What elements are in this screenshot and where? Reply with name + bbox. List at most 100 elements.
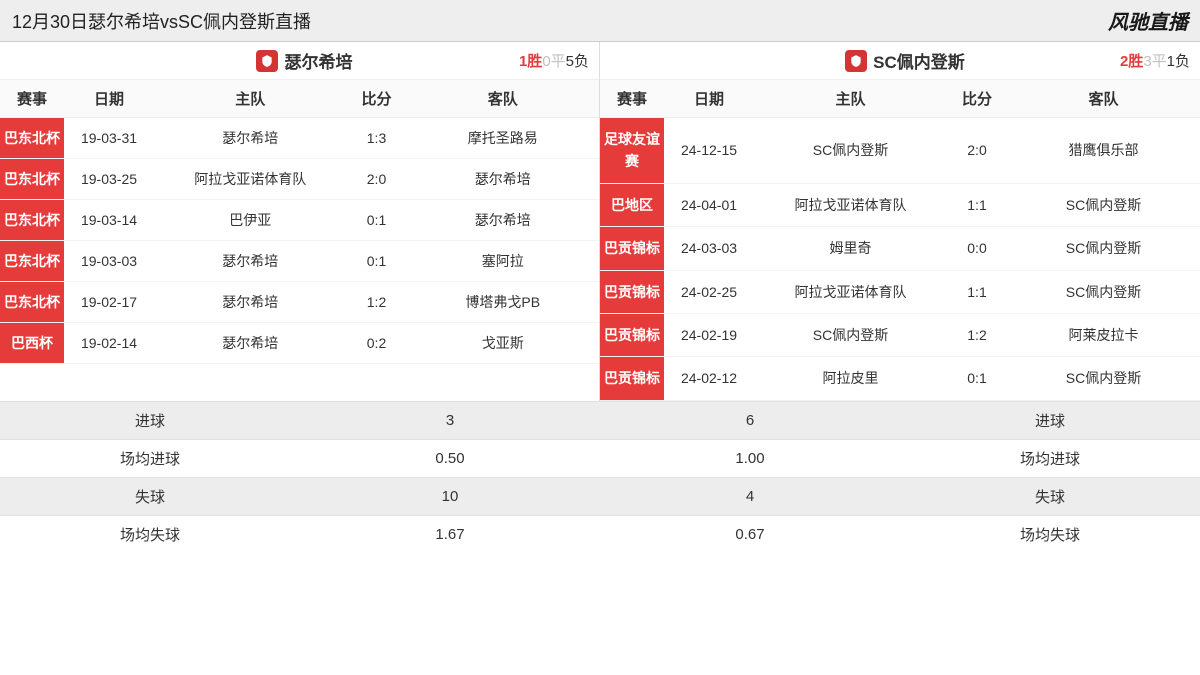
cell-comp: 巴地区: [600, 183, 664, 226]
left-team-name: 瑟尔希培: [90, 48, 519, 73]
stats-right-label: 进球: [900, 401, 1200, 439]
cell-comp: 巴东北杯: [0, 159, 64, 200]
table-row[interactable]: 足球友谊赛 24-12-15 SC佩内登斯 2:0 猎鹰俱乐部: [600, 118, 1200, 184]
cell-comp: 巴贡锦标: [600, 270, 664, 313]
left-team-bar: 瑟尔希培 1胜0平5负: [0, 42, 599, 80]
right-record-loss: 1负: [1167, 53, 1190, 70]
cell-date: 24-12-15: [664, 118, 754, 184]
cell-score: 2:0: [347, 159, 407, 200]
cell-date: 19-03-03: [64, 241, 154, 282]
table-row[interactable]: 巴东北杯 19-03-14 巴伊亚 0:1 瑟尔希培: [0, 200, 599, 241]
col-date: 日期: [64, 80, 154, 118]
cell-home: 巴伊亚: [154, 200, 347, 241]
cell-score: 0:0: [947, 227, 1007, 270]
cell-away: 瑟尔希培: [407, 159, 600, 200]
cell-away: 摩托圣路易: [407, 118, 600, 159]
right-team-name: SC佩内登斯: [690, 48, 1120, 73]
left-record-draw: 0平: [542, 53, 565, 70]
cell-score: 0:2: [347, 323, 407, 364]
table-row[interactable]: 巴贡锦标 24-03-03 姆里奇 0:0 SC佩内登斯: [600, 227, 1200, 270]
cell-home: 瑟尔希培: [154, 241, 347, 282]
table-row[interactable]: 巴西杯 19-02-14 瑟尔希培 0:2 戈亚斯: [0, 323, 599, 364]
main-content: 瑟尔希培 1胜0平5负 赛事 日期 主队 比分 客队 巴东北杯 19-03-31…: [0, 42, 1200, 401]
left-record-loss: 5负: [566, 53, 589, 70]
cell-score: 2:0: [947, 118, 1007, 184]
cell-score: 1:1: [947, 270, 1007, 313]
page-title: 12月30日瑟尔希培vsSC佩内登斯直播: [12, 8, 311, 34]
cell-score: 0:1: [347, 200, 407, 241]
cell-comp: 巴东北杯: [0, 241, 64, 282]
col-away: 客队: [1007, 80, 1200, 118]
cell-away: SC佩内登斯: [1007, 270, 1200, 313]
cell-score: 1:3: [347, 118, 407, 159]
cell-score: 0:1: [947, 357, 1007, 400]
cell-comp: 巴贡锦标: [600, 313, 664, 356]
cell-comp: 巴贡锦标: [600, 357, 664, 400]
table-row[interactable]: 巴东北杯 19-03-03 瑟尔希培 0:1 塞阿拉: [0, 241, 599, 282]
right-record: 2胜3平1负: [1120, 50, 1190, 71]
cell-date: 19-03-31: [64, 118, 154, 159]
cell-away: SC佩内登斯: [1007, 357, 1200, 400]
stats-right-label: 场均进球: [900, 439, 1200, 477]
col-home: 主队: [154, 80, 347, 118]
table-row[interactable]: 巴贡锦标 24-02-12 阿拉皮里 0:1 SC佩内登斯: [600, 357, 1200, 400]
cell-comp: 巴东北杯: [0, 200, 64, 241]
cell-home: 瑟尔希培: [154, 323, 347, 364]
left-team-label: 瑟尔希培: [284, 48, 352, 73]
stats-row: 场均进球 0.50 1.00 场均进球: [0, 439, 1200, 477]
cell-score: 0:1: [347, 241, 407, 282]
col-comp: 赛事: [0, 80, 64, 118]
cell-home: 瑟尔希培: [154, 118, 347, 159]
left-team-logo-icon: [256, 50, 278, 72]
cell-home: 姆里奇: [754, 227, 947, 270]
right-record-draw: 3平: [1143, 53, 1166, 70]
table-row[interactable]: 巴贡锦标 24-02-19 SC佩内登斯 1:2 阿莱皮拉卡: [600, 313, 1200, 356]
cell-date: 24-02-12: [664, 357, 754, 400]
table-row[interactable]: 巴东北杯 19-03-25 阿拉戈亚诺体育队 2:0 瑟尔希培: [0, 159, 599, 200]
cell-away: SC佩内登斯: [1007, 183, 1200, 226]
cell-comp: 巴东北杯: [0, 118, 64, 159]
right-team-label: SC佩内登斯: [873, 48, 965, 73]
cell-away: 猎鹰俱乐部: [1007, 118, 1200, 184]
cell-score: 1:2: [947, 313, 1007, 356]
stats-left-value: 10: [300, 477, 600, 515]
left-match-table: 赛事 日期 主队 比分 客队 巴东北杯 19-03-31 瑟尔希培 1:3 摩托…: [0, 80, 599, 364]
cell-date: 24-02-25: [664, 270, 754, 313]
stats-right-label: 场均失球: [900, 515, 1200, 553]
left-team-panel: 瑟尔希培 1胜0平5负 赛事 日期 主队 比分 客队 巴东北杯 19-03-31…: [0, 42, 600, 401]
cell-home: 阿拉皮里: [754, 357, 947, 400]
stats-left-label: 失球: [0, 477, 300, 515]
col-away: 客队: [407, 80, 600, 118]
stats-row: 进球 3 6 进球: [0, 401, 1200, 439]
table-row[interactable]: 巴贡锦标 24-02-25 阿拉戈亚诺体育队 1:1 SC佩内登斯: [600, 270, 1200, 313]
cell-comp: 巴西杯: [0, 323, 64, 364]
cell-home: 阿拉戈亚诺体育队: [154, 159, 347, 200]
col-date: 日期: [664, 80, 754, 118]
cell-date: 24-02-19: [664, 313, 754, 356]
stats-left-label: 场均进球: [0, 439, 300, 477]
page-header: 12月30日瑟尔希培vsSC佩内登斯直播 风驰直播: [0, 0, 1200, 42]
left-record-win: 1胜: [519, 53, 542, 70]
cell-comp: 巴贡锦标: [600, 227, 664, 270]
cell-date: 24-03-03: [664, 227, 754, 270]
cell-away: 戈亚斯: [407, 323, 600, 364]
cell-date: 19-03-14: [64, 200, 154, 241]
stats-row: 失球 10 4 失球: [0, 477, 1200, 515]
right-team-bar: SC佩内登斯 2胜3平1负: [600, 42, 1200, 80]
table-row[interactable]: 巴地区 24-04-01 阿拉戈亚诺体育队 1:1 SC佩内登斯: [600, 183, 1200, 226]
col-comp: 赛事: [600, 80, 664, 118]
table-row[interactable]: 巴东北杯 19-02-17 瑟尔希培 1:2 博塔弗戈PB: [0, 282, 599, 323]
stats-row: 场均失球 1.67 0.67 场均失球: [0, 515, 1200, 553]
stats-right-value: 0.67: [600, 515, 900, 553]
table-row[interactable]: 巴东北杯 19-03-31 瑟尔希培 1:3 摩托圣路易: [0, 118, 599, 159]
cell-away: 瑟尔希培: [407, 200, 600, 241]
cell-home: 阿拉戈亚诺体育队: [754, 183, 947, 226]
cell-home: 阿拉戈亚诺体育队: [754, 270, 947, 313]
stats-right-value: 6: [600, 401, 900, 439]
left-record: 1胜0平5负: [519, 50, 589, 71]
stats-right-label: 失球: [900, 477, 1200, 515]
col-score: 比分: [947, 80, 1007, 118]
stats-right-value: 1.00: [600, 439, 900, 477]
cell-date: 19-02-17: [64, 282, 154, 323]
table-header-row: 赛事 日期 主队 比分 客队: [0, 80, 599, 118]
